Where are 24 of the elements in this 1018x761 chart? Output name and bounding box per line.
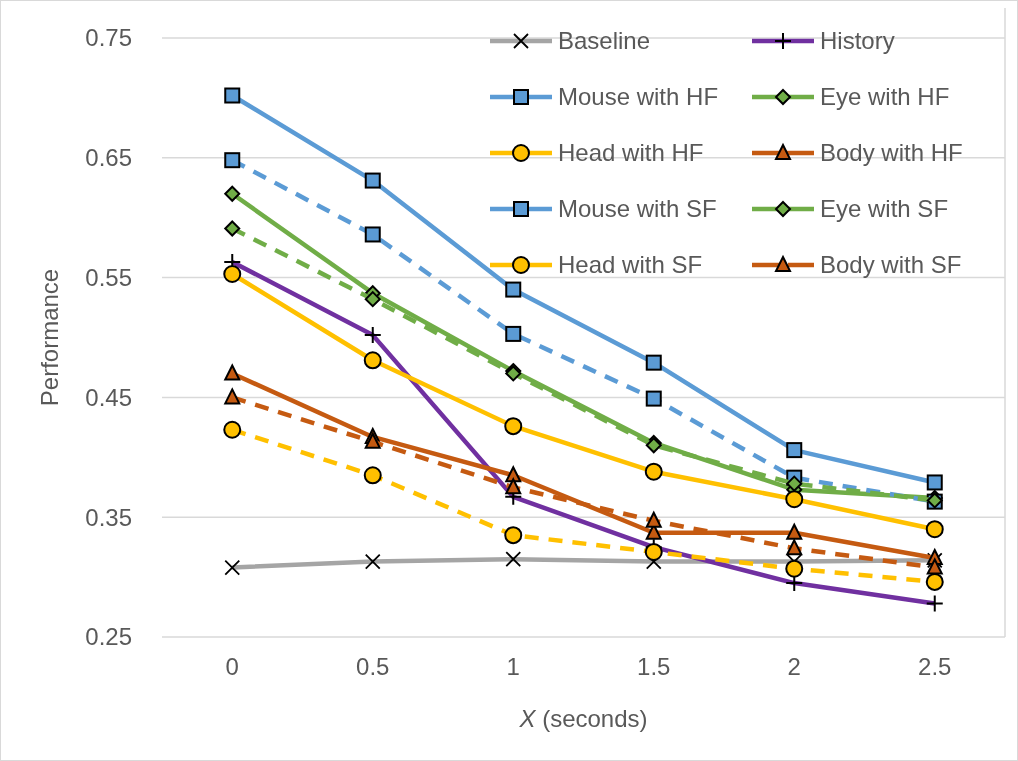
legend-label: Head with SF xyxy=(558,251,703,279)
legend-label: Mouse with SF xyxy=(558,195,717,223)
legend-label: Baseline xyxy=(558,27,651,55)
legend-label: Body with HF xyxy=(820,139,963,167)
x-tick-label: 1.5 xyxy=(637,653,671,680)
y-tick-label: 0.35 xyxy=(85,503,132,531)
legend-label: Mouse with HF xyxy=(558,83,719,111)
y-axis-title: Performance xyxy=(36,268,63,407)
y-tick-label: 0.45 xyxy=(85,383,132,411)
x-tick-label: 2.5 xyxy=(918,653,952,680)
legend-label: History xyxy=(820,27,895,55)
x-tick-label: 0.5 xyxy=(356,653,390,680)
y-tick-label: 0.65 xyxy=(85,144,132,172)
y-tick-label: 0.25 xyxy=(85,623,132,651)
x-tick-label: 1 xyxy=(506,653,520,680)
x-tick-label: 0 xyxy=(225,653,239,680)
legend-label: Eye with SF xyxy=(820,195,949,223)
y-tick-label: 0.75 xyxy=(85,24,132,52)
legend-label: Head with HF xyxy=(558,139,704,167)
x-tick-label: 2 xyxy=(787,653,801,680)
y-tick-label: 0.55 xyxy=(85,264,132,291)
legend-label: Body with SF xyxy=(820,251,962,279)
legend-label: Eye with HF xyxy=(820,83,950,111)
x-axis-title: X (seconds) xyxy=(518,705,648,732)
